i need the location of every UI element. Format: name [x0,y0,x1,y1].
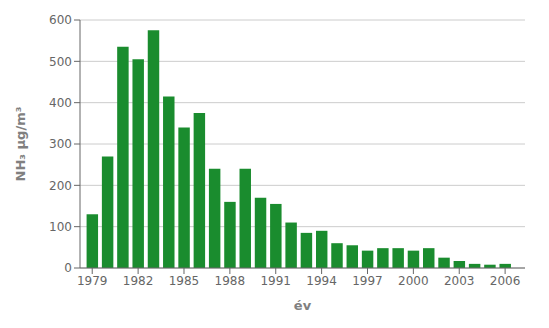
svg-text:1991: 1991 [260,274,291,288]
svg-text:1982: 1982 [123,274,154,288]
svg-text:1985: 1985 [169,274,200,288]
svg-text:2006: 2006 [490,274,521,288]
svg-text:200: 200 [49,179,72,193]
svg-text:100: 100 [49,220,72,234]
svg-text:2003: 2003 [444,274,475,288]
svg-text:400: 400 [49,96,72,110]
svg-text:2000: 2000 [398,274,429,288]
svg-text:1994: 1994 [306,274,337,288]
svg-text:1988: 1988 [215,274,246,288]
svg-text:300: 300 [49,137,72,151]
svg-text:1997: 1997 [352,274,383,288]
svg-text:0: 0 [64,261,72,275]
svg-text:500: 500 [49,55,72,69]
svg-text:600: 600 [49,13,72,27]
svg-text:1979: 1979 [77,274,108,288]
svg-text:év: év [294,298,312,313]
svg-text:NH₃ μg/m³: NH₃ μg/m³ [13,107,28,182]
